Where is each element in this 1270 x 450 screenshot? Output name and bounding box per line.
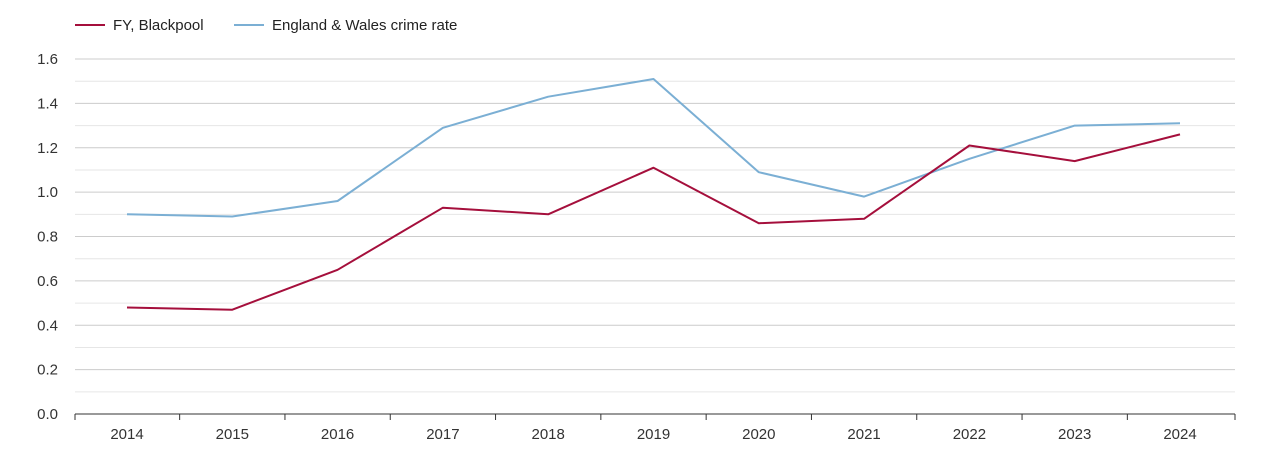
y-tick-label: 0.0	[37, 406, 58, 423]
x-tick-label: 2020	[742, 426, 775, 443]
x-tick-label: 2019	[637, 426, 670, 443]
y-tick-label: 1.0	[37, 184, 58, 201]
legend-label-0: FY, Blackpool	[113, 17, 204, 34]
x-tick-label: 2015	[216, 426, 249, 443]
y-tick-label: 1.6	[37, 51, 58, 68]
legend-item-1[interactable]: England & Wales crime rate	[234, 17, 457, 34]
x-tick-label: 2023	[1058, 426, 1091, 443]
x-tick-label: 2014	[110, 426, 143, 443]
x-axis: 2014 2015 2016 2017 2018 2019 2020 2021 2022 2023…	[74, 413, 1236, 443]
y-tick-label: 1.4	[37, 95, 58, 112]
series-line-0[interactable]	[126, 133, 1181, 311]
grid-lines	[75, 58, 1235, 393]
x-tick-label: 2022	[953, 426, 986, 443]
legend: FY, Blackpool England & Wales crime rate	[75, 17, 457, 34]
x-tick-label: 2024	[1163, 426, 1196, 443]
y-tick-label: 0.6	[37, 273, 58, 290]
series-line-1[interactable]	[126, 78, 1181, 218]
x-tick-label: 2016	[321, 426, 354, 443]
y-tick-label: 1.2	[37, 140, 58, 157]
y-tick-label: 0.4	[37, 317, 58, 334]
series-lines	[126, 78, 1181, 311]
x-tick-label: 2021	[847, 426, 880, 443]
x-tick-label: 2018	[532, 426, 565, 443]
x-tick-label: 2017	[426, 426, 459, 443]
y-tick-label: 0.8	[37, 229, 58, 246]
y-tick-label: 0.2	[37, 362, 58, 379]
y-axis: 0.0 0.2 0.4 0.6 0.8 1.0 1.2 1.4 1.6	[37, 51, 58, 423]
legend-label-1: England & Wales crime rate	[272, 17, 457, 34]
legend-item-0[interactable]: FY, Blackpool	[75, 17, 204, 34]
